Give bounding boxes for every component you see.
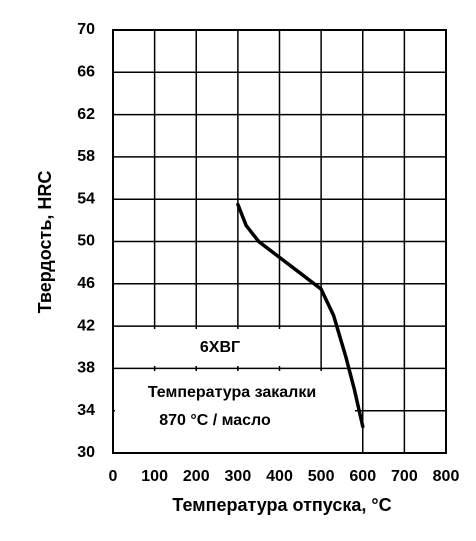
y-tick-label: 30 [77, 444, 95, 461]
y-tick-label: 58 [77, 148, 95, 165]
annotation: 870 °C / масло [159, 412, 271, 429]
y-tick-label: 46 [77, 275, 95, 292]
y-tick-label: 42 [77, 317, 95, 334]
x-tick-label: 700 [391, 468, 418, 485]
y-tick-label: 70 [77, 21, 95, 38]
label-box [115, 371, 355, 452]
x-tick-label: 200 [183, 468, 210, 485]
label-box [115, 329, 320, 366]
annotation: Температура закалки [148, 384, 316, 401]
x-tick-label: 600 [349, 468, 376, 485]
y-tick-label: 38 [77, 360, 95, 377]
y-axis-label: Твердость, HRC [35, 171, 55, 314]
y-tick-label: 50 [77, 233, 95, 250]
x-tick-label: 100 [141, 468, 168, 485]
x-tick-label: 400 [266, 468, 293, 485]
plot-frame [112, 29, 447, 454]
data-line [236, 202, 365, 429]
y-tick-label: 66 [77, 64, 95, 81]
x-tick-label: 0 [109, 468, 118, 485]
annotation: 6ХВГ [200, 339, 240, 356]
x-axis-label: Температура отпуска, °C [172, 495, 391, 515]
y-tick-label: 62 [77, 106, 95, 123]
y-tick-label: 54 [77, 190, 95, 207]
x-tick-label: 800 [433, 468, 460, 485]
y-tick-label: 34 [77, 402, 95, 419]
x-tick-label: 300 [225, 468, 252, 485]
x-tick-label: 500 [308, 468, 335, 485]
